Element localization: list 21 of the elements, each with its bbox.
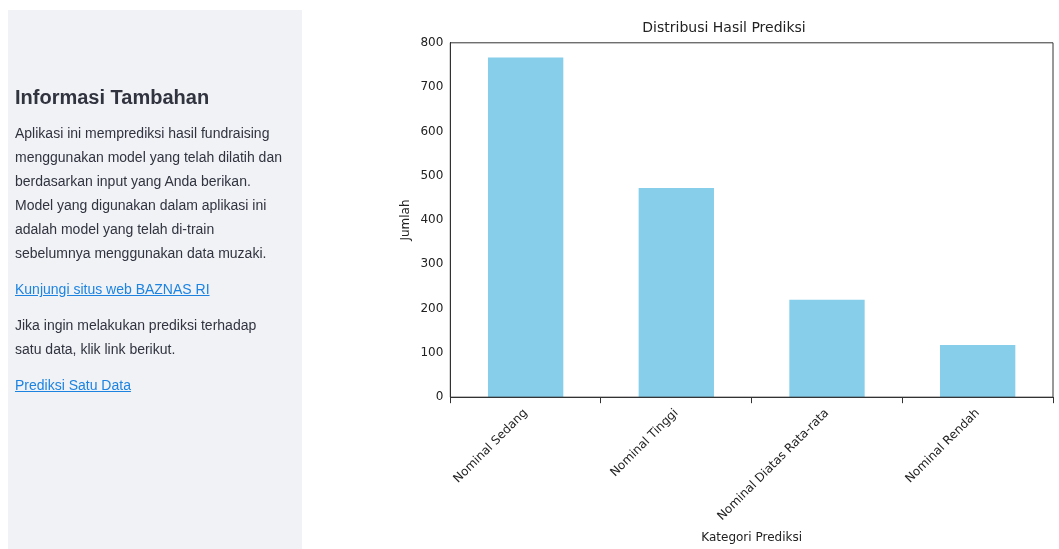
y-tick-label: 800 [420,34,444,49]
text: Informasi Tambahan [15,86,211,109]
text: Prediksi Satu Data [15,376,132,395]
y-tick-label: 300 [420,256,444,271]
y-tick-label: 0 [435,389,444,404]
bar [940,344,1016,398]
y-tick-label: 500 [420,167,444,182]
y-axis-title: Jumlah [398,199,413,242]
y-tick-label: 400 [420,212,444,227]
text: Kunjungi situs web BAZNAS RI [15,280,211,299]
y-tick-label: 100 [420,345,444,359]
y-tick-label: 200 [420,300,444,315]
x-axis-title: Kategori Prediksi [701,529,803,544]
text: Jika ingin melakukan prediksi terhadap satu data, klik link berikut. [15,316,258,359]
bar [638,188,714,398]
y-tick-label: 700 [420,79,444,94]
text: Aplikasi ini memprediksi hasil fundraising menggunakan model yang telah dilatih dan berdasarkan input yang Anda berikan. Model yang digunakan dalam aplikasi ini adalah model yang telah di-train sebelumnya menggunakan data muzaki. [15,124,283,263]
bar [789,299,865,398]
bar [487,57,564,398]
y-tick-label: 600 [420,123,444,138]
chart-title: Distribusi Hasil Prediksi [642,19,806,36]
